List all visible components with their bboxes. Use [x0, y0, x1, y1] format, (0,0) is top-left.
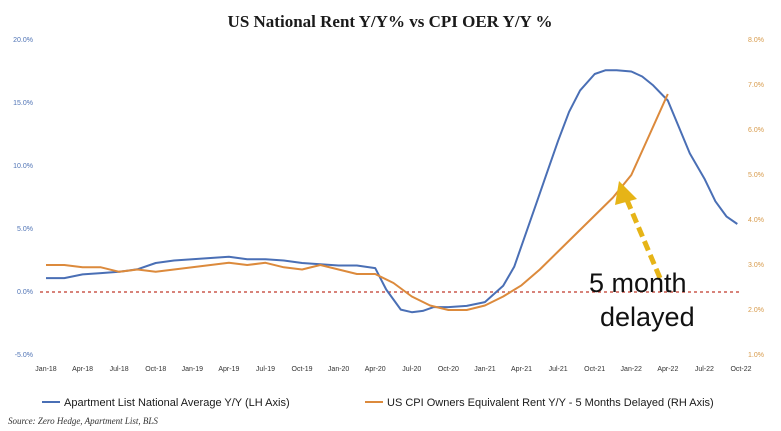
x-tick-label: Oct-18 — [145, 366, 166, 373]
x-tick-label: Jul-20 — [402, 366, 421, 373]
left-tick-label: 20.0% — [13, 37, 33, 44]
right-tick-label: 3.0% — [748, 262, 764, 269]
left-tick-label: 5.0% — [17, 226, 33, 233]
right-tick-label: 4.0% — [748, 217, 764, 224]
legend: Apartment List National Average Y/Y (LH … — [42, 397, 714, 409]
annotation-line-1: 5 month — [589, 268, 687, 298]
right-tick-label: 8.0% — [748, 37, 764, 44]
x-tick-label: Jul-18 — [110, 366, 129, 373]
source-note: Source: Zero Hedge, Apartment List, BLS — [8, 416, 158, 426]
left-tick-label: 0.0% — [17, 289, 33, 296]
x-tick-label: Jan-21 — [474, 366, 496, 373]
x-tick-label: Oct-21 — [584, 366, 605, 373]
right-tick-label: 1.0% — [748, 352, 764, 359]
chart-title: US National Rent Y/Y% vs CPI OER Y/Y % — [228, 12, 553, 31]
left-tick-label: 10.0% — [13, 163, 33, 170]
series-line-cpi-oer — [46, 93, 669, 311]
right-tick-label: 7.0% — [748, 82, 764, 89]
series-line-apartment-list — [46, 69, 738, 314]
x-tick-label: Jan-19 — [182, 366, 204, 373]
x-tick-label: Oct-19 — [292, 366, 313, 373]
x-tick-label: Jul-21 — [549, 366, 568, 373]
right-axis: 8.0% 7.0% 6.0% 5.0% 4.0% 3.0% 2.0% 1.0% — [748, 37, 764, 359]
right-tick-label: 2.0% — [748, 307, 764, 314]
arrow-shaft — [624, 199, 663, 279]
legend-label-cpi-oer: US CPI Owners Equivalent Rent Y/Y - 5 Mo… — [387, 397, 714, 409]
left-axis: 20.0% 15.0% 10.0% 5.0% 0.0% -5.0% — [13, 37, 33, 359]
x-tick-label: Apr-22 — [657, 366, 678, 373]
right-tick-label: 6.0% — [748, 127, 764, 134]
x-tick-label: Jul-22 — [695, 366, 714, 373]
x-tick-label: Apr-19 — [218, 366, 239, 373]
x-tick-label: Apr-21 — [511, 366, 532, 373]
arrow-head — [615, 181, 637, 205]
right-tick-label: 5.0% — [748, 172, 764, 179]
x-axis: Jan-18 Apr-18 Jul-18 Oct-18 Jan-19 Apr-19 Jul-… — [35, 366, 751, 373]
x-tick-label: Jan-22 — [621, 366, 643, 373]
x-tick-label: Apr-18 — [72, 366, 93, 373]
x-tick-label: Jul-19 — [256, 366, 275, 373]
delay-arrow — [615, 181, 663, 279]
legend-label-apartment-list: Apartment List National Average Y/Y (LH … — [64, 397, 290, 409]
left-tick-label: 15.0% — [13, 100, 33, 107]
annotation-line-2: delayed — [600, 302, 695, 332]
x-tick-label: Jan-20 — [328, 366, 350, 373]
x-tick-label: Oct-22 — [730, 366, 751, 373]
x-tick-label: Jan-18 — [35, 366, 57, 373]
x-tick-label: Apr-20 — [365, 366, 386, 373]
left-tick-label: -5.0% — [15, 352, 33, 359]
x-tick-label: Oct-20 — [438, 366, 459, 373]
series-layer — [46, 69, 738, 314]
